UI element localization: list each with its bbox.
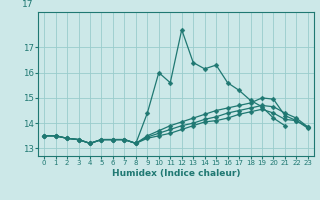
X-axis label: Humidex (Indice chaleur): Humidex (Indice chaleur) — [112, 169, 240, 178]
Text: 17: 17 — [22, 0, 33, 9]
